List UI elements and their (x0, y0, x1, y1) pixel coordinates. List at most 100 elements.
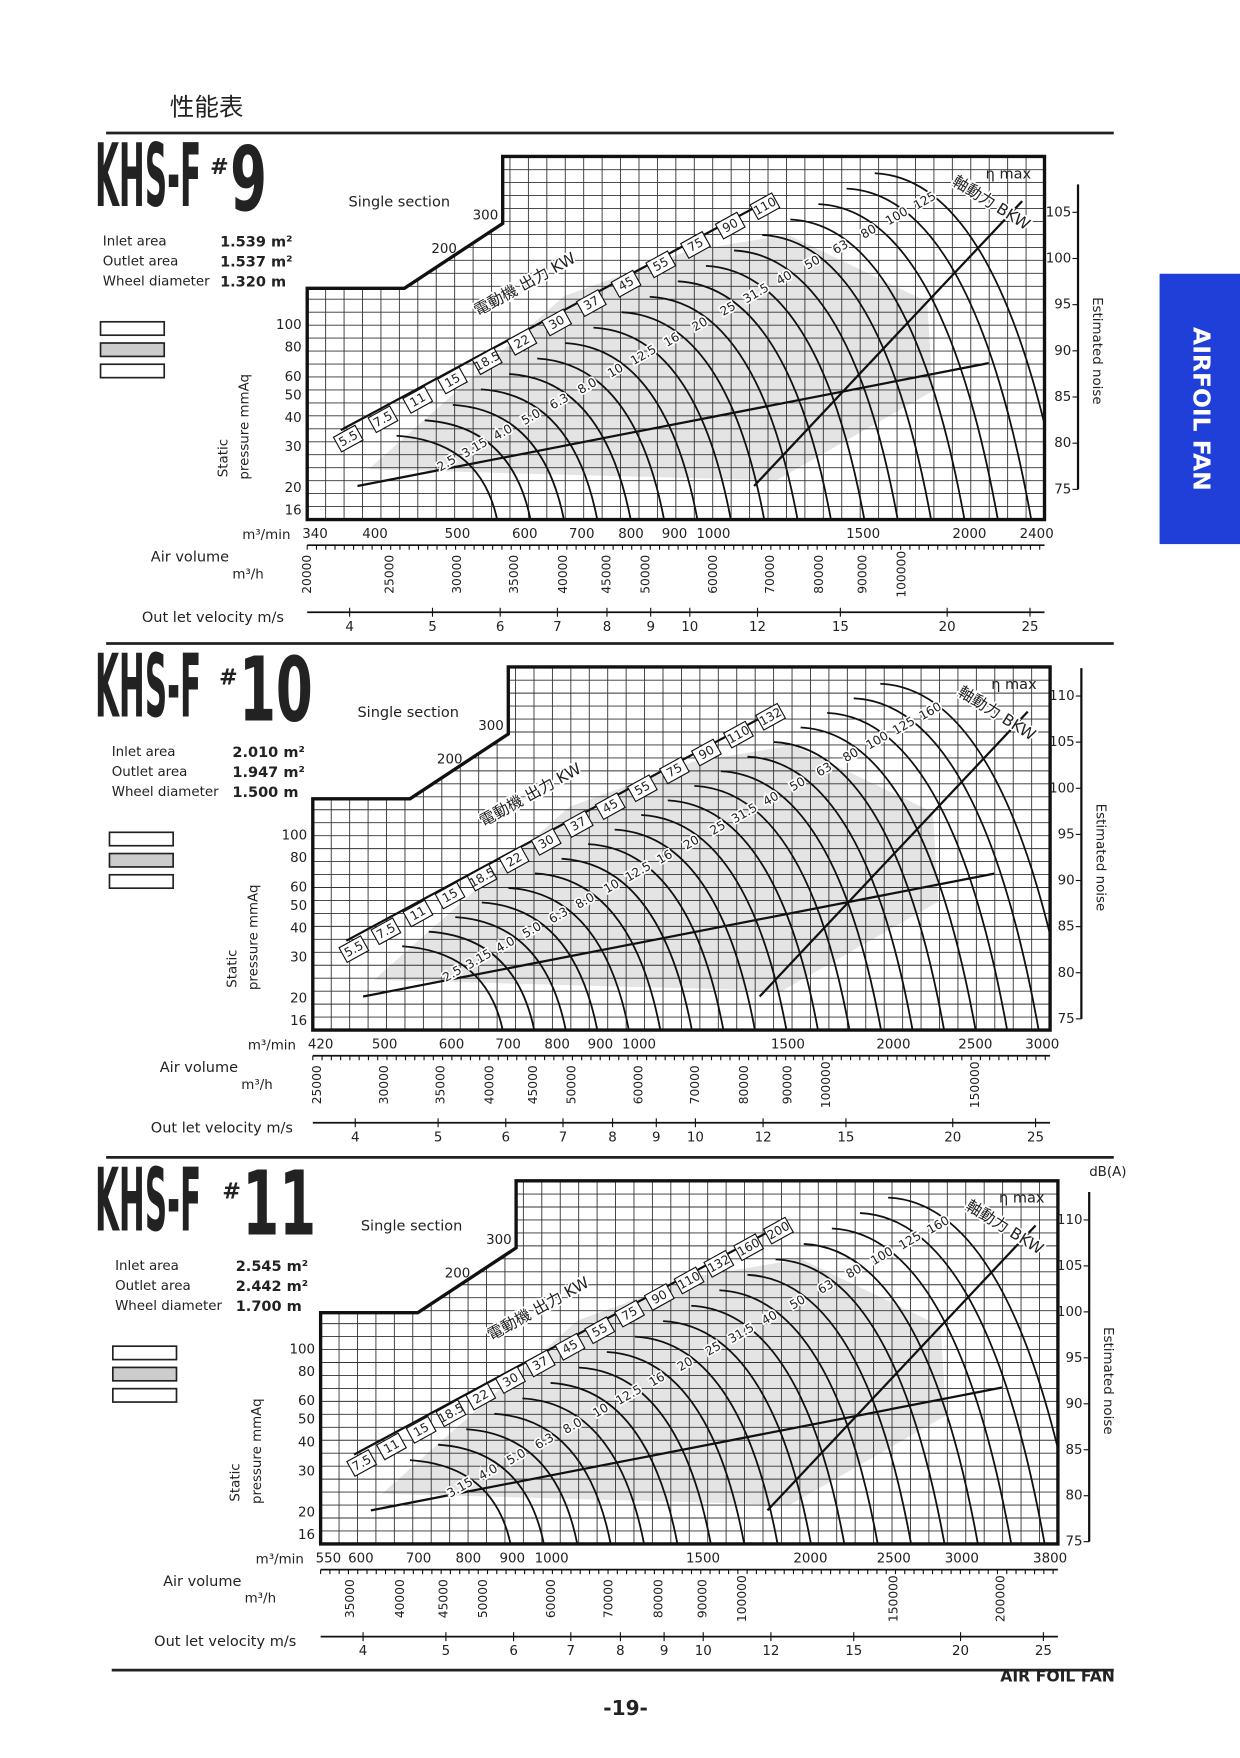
motor-label-group: 55 (645, 250, 677, 279)
motor-label-group: 110 (722, 720, 755, 749)
velocity-tick: 15 (845, 1644, 862, 1659)
m3h-tick: 90000 (856, 555, 870, 594)
fan-curve (402, 945, 504, 1031)
model-name: KHS-F (95, 125, 201, 227)
pressure-tick: 20 (290, 992, 307, 1007)
motor-label-group: 75 (679, 230, 712, 260)
motor-label-box (405, 1415, 437, 1444)
m3min-tick: 500 (372, 1038, 398, 1053)
noise-tick: 85 (1058, 920, 1075, 935)
pressure-tick: 30 (298, 1464, 315, 1479)
spec-value: 2.010 m² (232, 745, 304, 761)
upper-tick: 300 (478, 719, 504, 734)
legend-box (99, 363, 166, 379)
m3h-tick: 70000 (602, 1579, 616, 1618)
m3min-tick: 3000 (945, 1551, 979, 1566)
motor-label-group: 22 (506, 327, 538, 356)
m3min-tick: 900 (588, 1038, 614, 1053)
motor-kw: 15 (411, 1420, 431, 1440)
motor-label-group: 110 (673, 1266, 705, 1295)
bkw-value: 100 (868, 1244, 895, 1268)
motor-kw: 75 (685, 235, 705, 255)
m3min-tick: 400 (362, 527, 388, 542)
m3h-tick: 60000 (706, 555, 720, 594)
legend-box (108, 831, 174, 847)
m3min-tick: 900 (500, 1551, 526, 1566)
motor-label-box (530, 827, 562, 856)
m3h-tick: 150000 (968, 1061, 982, 1108)
motor-label-group: 132 (754, 702, 787, 731)
motor-label-box (722, 720, 755, 749)
motor-label-group: 37 (524, 1349, 556, 1378)
fan-curve (677, 280, 832, 520)
velocity-tick: 25 (1021, 620, 1038, 635)
fan-curve (888, 1196, 1058, 1544)
velocity-tick: 25 (1027, 1130, 1044, 1145)
noise-tick: 105 (1046, 205, 1072, 220)
legend-box (108, 852, 174, 868)
velocity-label: Out let velocity m/s (154, 1634, 296, 1650)
m3min-tick: 800 (456, 1551, 482, 1566)
eta-max: η max (999, 1191, 1045, 1207)
m3h-tick: 50000 (639, 555, 653, 594)
air-volume-label: Air volume (151, 550, 229, 566)
m3h-tick: 45000 (600, 555, 614, 594)
fan-curve (424, 419, 532, 520)
fan-curve (691, 1304, 846, 1544)
fan-curve (455, 916, 567, 1031)
m3h-tick: 40000 (556, 555, 570, 594)
motor-kw: 37 (581, 293, 601, 313)
fan-curve (790, 218, 966, 520)
motor-label-box (541, 308, 573, 337)
upper-tick: 200 (431, 242, 457, 257)
m3h-tick: 25000 (310, 1065, 324, 1104)
noise-label: Estimated noise (1092, 804, 1107, 912)
velocity-tick: 9 (646, 620, 655, 635)
motor-label-group: 11 (402, 899, 434, 928)
motor-label-group: 18.5 (435, 1399, 467, 1428)
motor-label-group: 200 (762, 1216, 794, 1245)
motor-kw: 75 (619, 1304, 639, 1324)
m3min-tick: 700 (406, 1551, 432, 1566)
motor-label-box (703, 1249, 735, 1278)
noise-tick: 90 (1065, 1397, 1082, 1412)
m3h-label: m³/h (232, 567, 263, 582)
limit-line (753, 200, 1023, 487)
legend-box (111, 1387, 178, 1403)
velocity-tick: 12 (762, 1644, 779, 1659)
noise-tick: 85 (1054, 390, 1071, 405)
noise-tick: 75 (1054, 482, 1071, 497)
velocity-tick: 8 (616, 1644, 625, 1659)
m3min-tick: 1000 (696, 527, 730, 542)
performance-panel: KHS-F #11 Inlet area 2.545 m² Outlet area 2.4… (95, 1149, 1127, 1659)
noise-tick: 75 (1065, 1535, 1082, 1550)
velocity-tick: 4 (351, 1130, 360, 1145)
velocity-tick: 12 (749, 620, 766, 635)
velocity-tick: 8 (608, 1130, 617, 1145)
m3min-tick: 1500 (686, 1551, 720, 1566)
motor-label-group: 90 (714, 211, 746, 240)
motor-kw: 22 (504, 850, 524, 870)
m3min-tick: 700 (569, 527, 595, 542)
motor-label-box (332, 424, 364, 453)
m3h-tick: 100000 (819, 1061, 833, 1108)
spec-label: Inlet area (115, 1259, 179, 1274)
fan-curve (508, 887, 630, 1031)
pressure-tick: 40 (290, 921, 307, 936)
limit-line (357, 362, 989, 488)
pressure-label: Static (216, 439, 231, 477)
spec-label: Wheel diameter (112, 785, 219, 800)
motor-label-group: 30 (494, 1365, 527, 1395)
pressure-tick: 60 (290, 880, 307, 895)
fan-curve (509, 373, 632, 520)
pressure-tick: 50 (298, 1413, 315, 1428)
motor-kw: 45 (616, 274, 636, 294)
fan-curve (747, 1273, 912, 1544)
fan-curve (747, 755, 914, 1031)
velocity-tick: 9 (660, 1644, 669, 1659)
motor-label-box (733, 1233, 765, 1262)
m3h-tick: 90000 (780, 1065, 794, 1104)
noise-label: Estimated noise (1100, 1327, 1115, 1435)
fan-curve (846, 187, 1033, 520)
motor-label-box (613, 1299, 646, 1328)
